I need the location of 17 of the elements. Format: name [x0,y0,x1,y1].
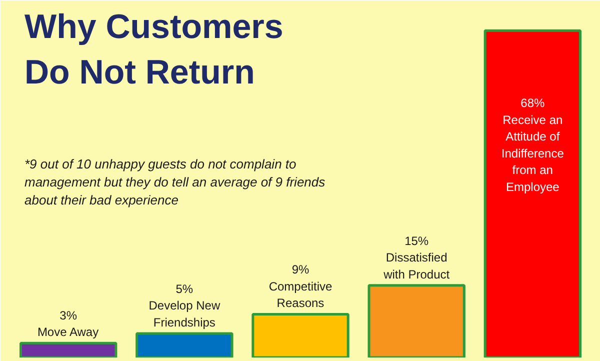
bar [368,284,466,358]
x-tick-label: Dissatisfied with Product [382,250,450,282]
bar [136,332,234,358]
chart-title: Why Customers Do Not Return [24,8,284,92]
bar [484,29,582,358]
x-tick-label: Move Away [37,325,99,340]
data-label: 15% [404,234,429,248]
data-label: 9% [292,262,310,277]
bar [20,342,118,358]
x-tick-label: Competitive Reasons [268,279,333,310]
bar [252,312,350,358]
data-label: 5% [176,282,194,296]
x-tick-label: Receive an Attitude of Indifference from an Employee [501,112,564,194]
data-label: 3% [60,308,78,322]
data-label: 68% [520,96,545,110]
x-tick-label: Develop New Friendships [148,298,220,330]
annotation: *9 out of 10 unhappy guests do not complain to management but they do tell an average of 9 friends about their bad experience [24,156,326,208]
